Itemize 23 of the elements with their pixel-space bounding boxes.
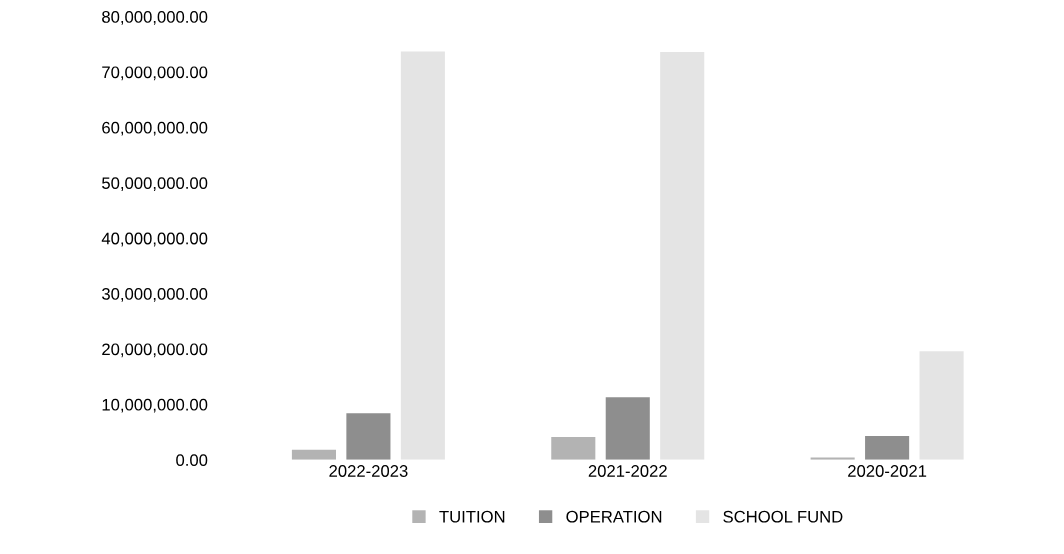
y-tick-label: 50,000,000.00 [102,177,208,191]
y-tick-label: 80,000,000.00 [102,11,208,25]
x-tick-label: 2021-2022 [588,465,667,477]
y-tick-label: 70,000,000.00 [102,66,208,81]
bar [919,351,964,460]
legend-label: SCHOOL FUND [723,510,843,523]
bar [400,51,445,460]
legend-label: OPERATION [566,510,662,523]
bar [865,436,910,460]
bar [291,449,336,460]
y-tick-label: 20,000,000.00 [102,343,208,358]
y-tick-label: 30,000,000.00 [102,288,208,302]
x-tick-label: 2022-2023 [329,465,408,477]
y-tick-label: 10,000,000.00 [102,398,208,413]
legend-label: TUITION [439,510,505,523]
y-tick-label: 40,000,000.00 [101,232,208,247]
y-tick-label: 60,000,000.00 [102,121,208,136]
x-tick-label: 2020-2021 [848,465,927,477]
y-tick-label: 0.00 [176,454,208,467]
bar [605,397,650,460]
bar [346,413,391,460]
bar [660,52,705,460]
bar [551,437,596,460]
